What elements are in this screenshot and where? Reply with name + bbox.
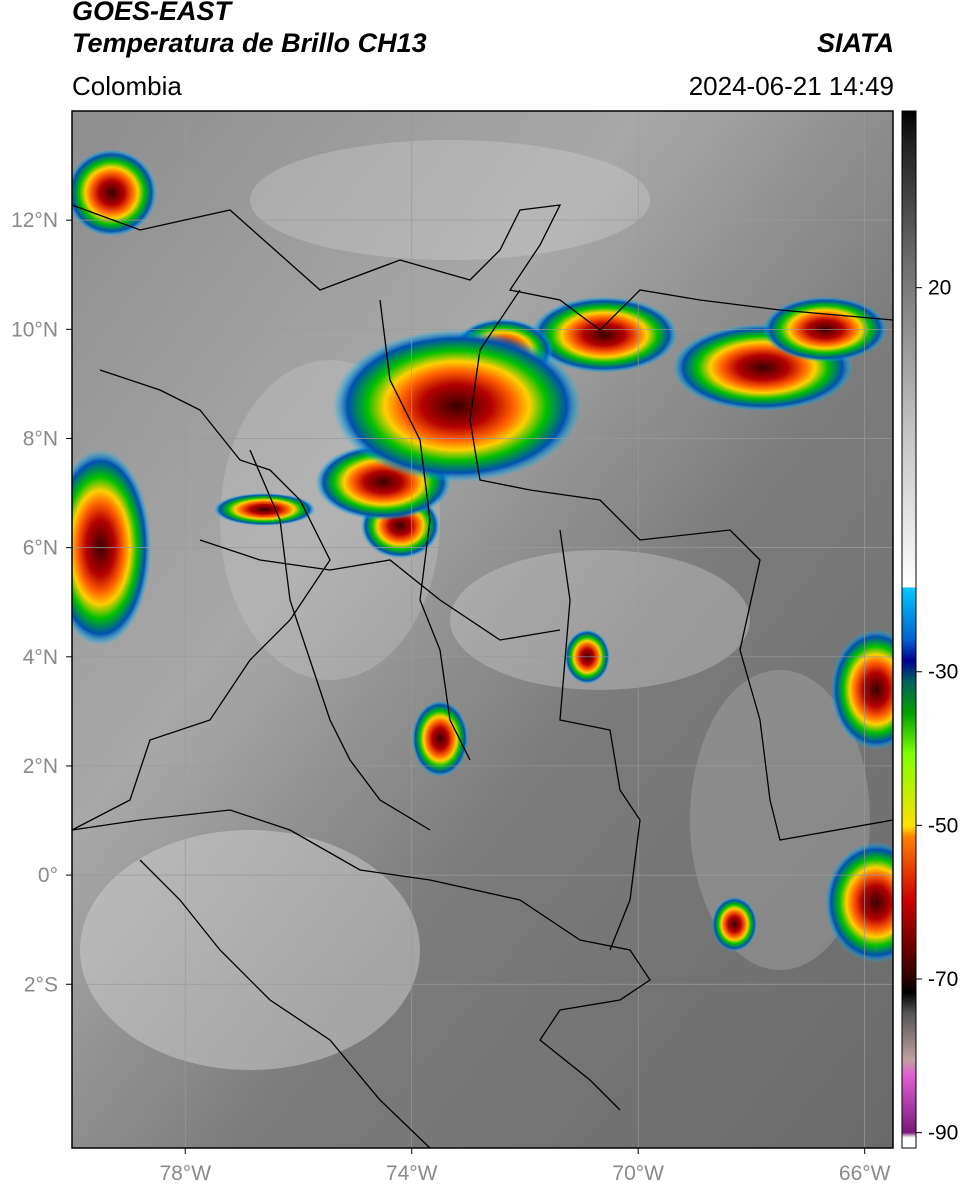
lon-tick-label: 74°W <box>386 1162 438 1185</box>
storm-cell-3 <box>530 296 678 373</box>
region-label: Colombia <box>72 71 182 101</box>
colorbar-tick-label: -90 <box>928 1122 958 1145</box>
lon-tick-label: 78°W <box>159 1162 211 1185</box>
gridlines <box>72 111 893 1148</box>
storm-cell-8 <box>825 842 893 963</box>
lat-tick-label: 0° <box>38 864 58 887</box>
satellite-name: GOES-EAST <box>72 0 232 26</box>
brand-label: SIATA <box>817 28 894 58</box>
lat-tick-label: 2°N <box>23 755 58 778</box>
lat-tick-label: 10°N <box>11 318 58 341</box>
storm-cell-13 <box>213 493 316 526</box>
storm-cell-1 <box>72 149 157 237</box>
cloud-field <box>72 140 893 1070</box>
lat-tick-label: 2°S <box>24 973 58 996</box>
colorbar-tick-label: 20 <box>928 277 951 300</box>
lon-tick-label: 70°W <box>612 1162 664 1185</box>
plot-frame <box>71 110 894 1149</box>
storm-cell-12 <box>711 896 758 952</box>
lon-tick-label: 66°W <box>839 1162 891 1185</box>
colorbar-tick-label: -30 <box>928 661 958 684</box>
colorbar <box>901 110 917 1149</box>
datetime-label: 2024-06-21 14:49 <box>688 71 894 101</box>
storm-cell-7 <box>332 329 582 483</box>
lat-tick-label: 8°N <box>23 427 58 450</box>
country-borders <box>72 204 893 1148</box>
lat-tick-label: 4°N <box>23 646 58 669</box>
colorbar-tick-label: -70 <box>928 968 958 991</box>
lat-tick-label: 12°N <box>11 209 58 232</box>
colorbar-tick-label: -50 <box>928 814 958 837</box>
storm-cell-10 <box>411 700 469 777</box>
storm-cell-9 <box>830 629 893 750</box>
lat-tick-label: 6°N <box>23 537 58 560</box>
product-title: Temperatura de Brillo CH13 <box>72 28 427 58</box>
